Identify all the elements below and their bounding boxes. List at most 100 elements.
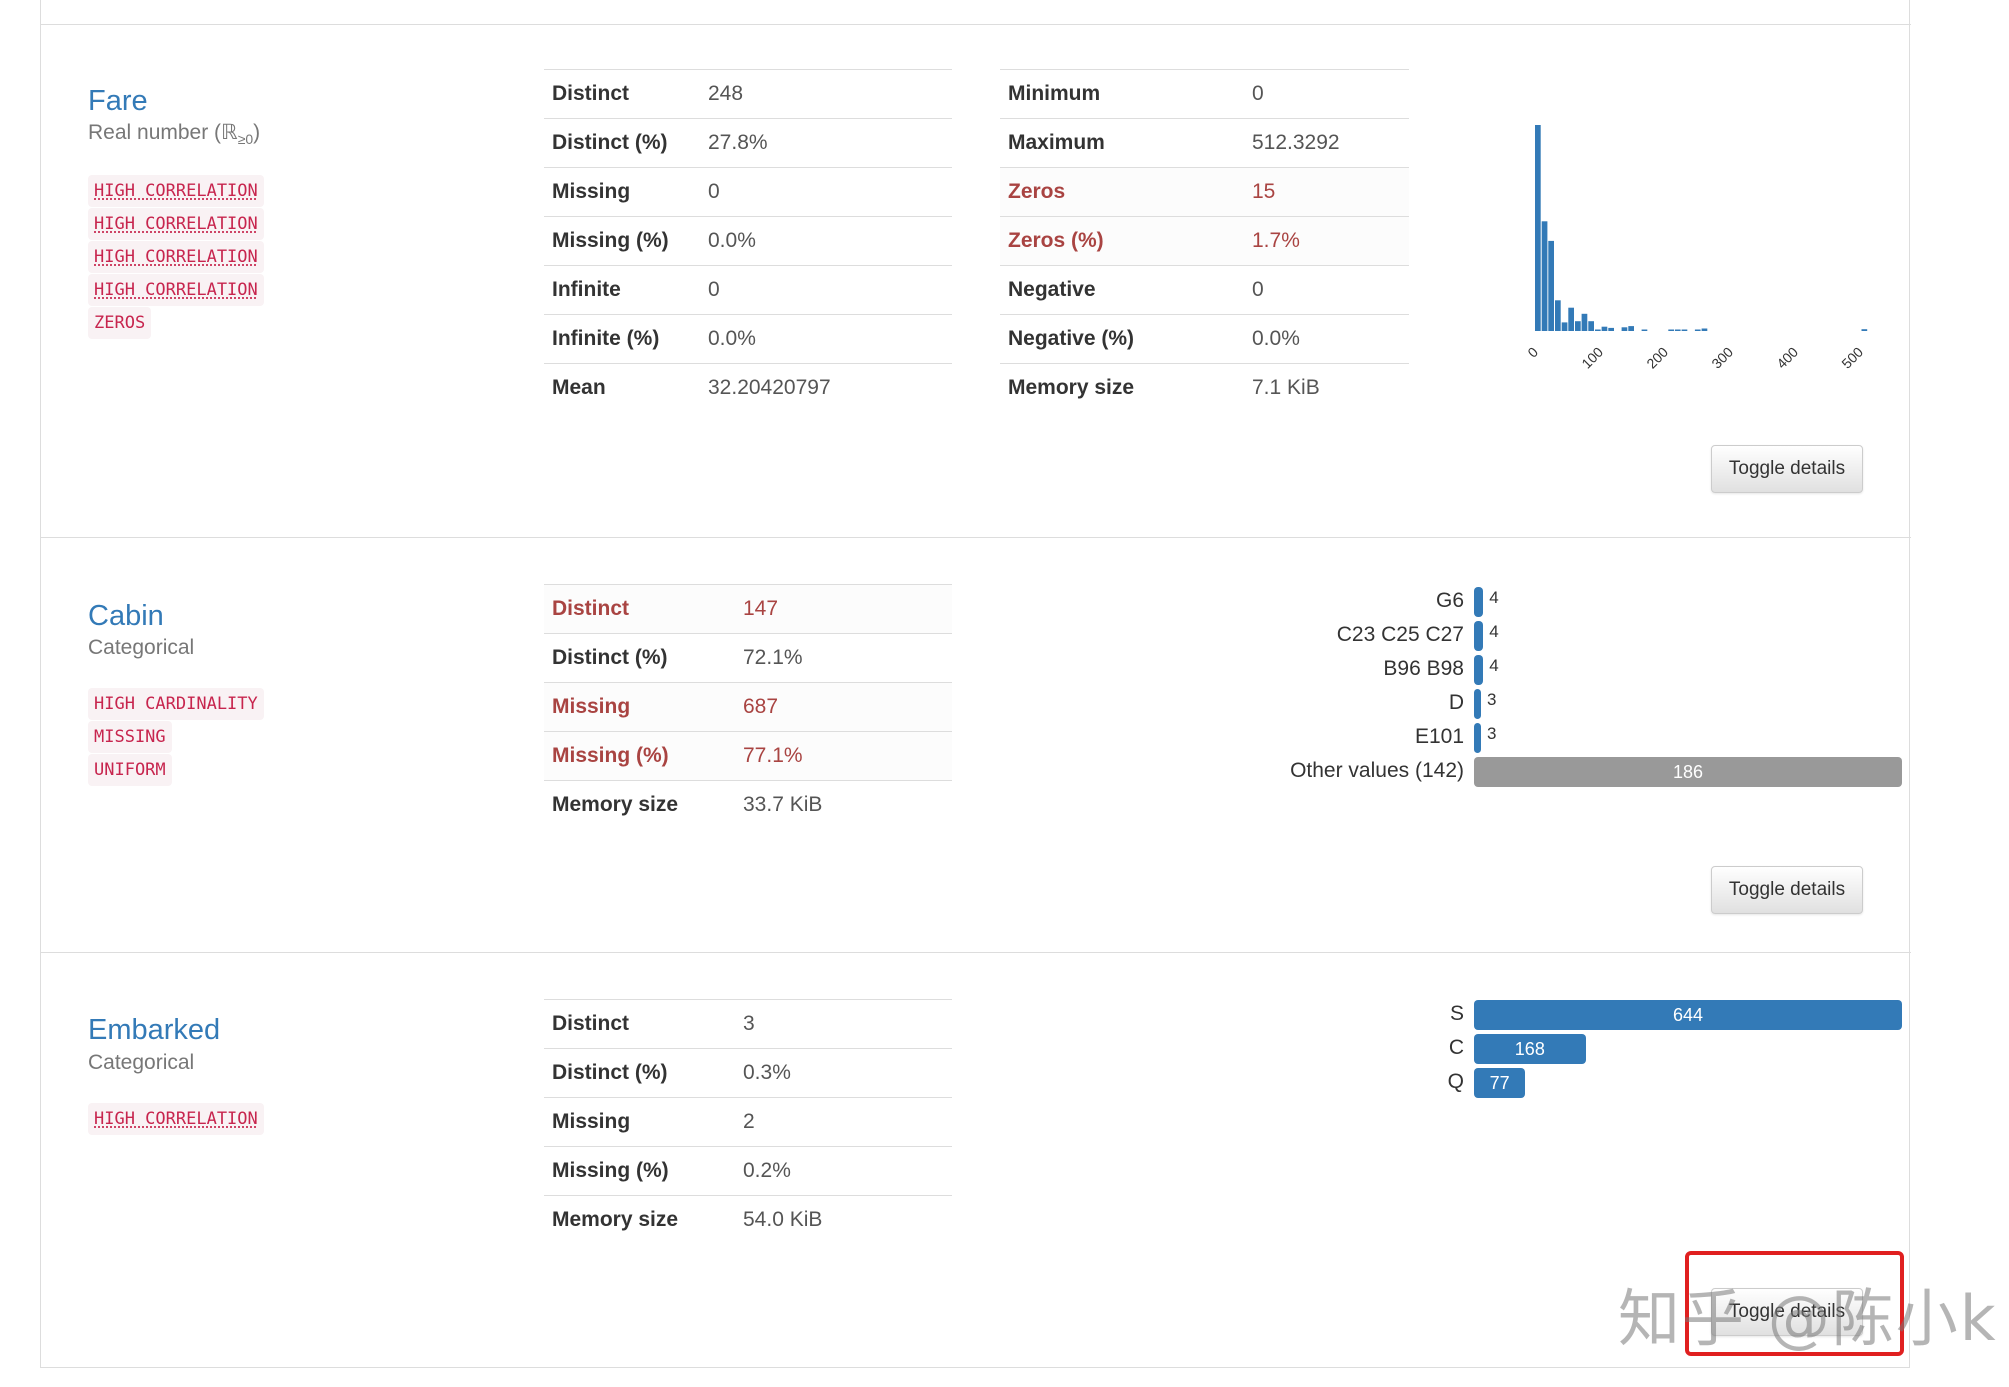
frequency-count: 4 xyxy=(1489,656,1499,675)
stat-row: Missing 2 xyxy=(544,1097,952,1147)
stat-row: Negative (%) 0.0% xyxy=(1000,314,1409,364)
stat-key: Distinct (%) xyxy=(544,633,735,683)
histogram-bar xyxy=(1668,329,1674,331)
variable-title[interactable]: Cabin xyxy=(88,600,164,632)
x-tick-label: 200 xyxy=(1643,344,1671,372)
stat-key: Minimum xyxy=(1000,69,1244,119)
stat-key: Zeros (%) xyxy=(1000,216,1244,266)
stat-value: 0.0% xyxy=(700,216,952,266)
alert-tag: HIGH CARDINALITY xyxy=(88,688,264,720)
stat-row: Missing (%) 0.0% xyxy=(544,216,952,266)
histogram: 0 100 200 300 400 500 xyxy=(1524,125,1868,372)
alert-tag: UNIFORM xyxy=(88,754,172,786)
toggle-details-button[interactable]: Toggle details xyxy=(1711,445,1863,493)
x-tick-label: 100 xyxy=(1578,344,1606,372)
stat-value: 147 xyxy=(735,584,952,634)
frequency-bar xyxy=(1474,621,1484,651)
stat-row: Minimum 0 xyxy=(1000,69,1409,119)
stat-key: Negative (%) xyxy=(1000,314,1244,364)
variable-title[interactable]: Fare xyxy=(88,85,148,117)
stat-key: Distinct xyxy=(544,999,735,1049)
frequency-bar xyxy=(1474,723,1481,753)
stat-key: Infinite (%) xyxy=(544,314,700,364)
stat-key: Negative xyxy=(1000,265,1244,315)
variable-type: Real number (ℝ≥0) xyxy=(88,120,260,147)
stat-row: Mean 32.20420797 xyxy=(544,363,952,412)
stat-row: Missing 687 xyxy=(544,682,952,732)
frequency-bar xyxy=(1474,587,1484,617)
alert-tag[interactable]: HIGH CORRELATION xyxy=(88,274,264,306)
stat-key: Missing xyxy=(544,682,735,732)
frequency-bar: 77 xyxy=(1474,1068,1526,1098)
toggle-details-button[interactable]: Toggle details xyxy=(1711,866,1863,914)
stat-key: Missing xyxy=(544,167,700,217)
stat-value: 7.1 KiB xyxy=(1244,363,1409,412)
alert-tag[interactable]: HIGH CORRELATION xyxy=(88,208,264,240)
histogram-bar xyxy=(1555,300,1561,331)
stat-value: 687 xyxy=(735,682,952,732)
toggle-details-button[interactable]: Toggle details xyxy=(1711,1288,1863,1336)
stats-table-right: Minimum 0 Maximum 512.3292 Zeros 15 Zeros (%) 1… xyxy=(1000,69,1409,412)
frequency-count: 186 xyxy=(1672,761,1704,782)
frequency-count: 644 xyxy=(1672,1004,1704,1025)
frequency-label: Q xyxy=(1447,1070,1464,1093)
variable-title[interactable]: Embarked xyxy=(88,1014,221,1046)
alert-tag[interactable]: HIGH CORRELATION xyxy=(88,241,264,273)
histogram-bar xyxy=(1581,313,1588,331)
histogram-bar xyxy=(1575,321,1581,331)
histogram-bar xyxy=(1861,329,1868,331)
stat-key: Missing (%) xyxy=(544,216,700,266)
stat-value: 248 xyxy=(700,69,952,119)
histogram-bar xyxy=(1568,307,1574,331)
stat-row: Distinct 147 xyxy=(544,584,952,634)
variables-panel xyxy=(40,0,1910,1368)
alert-tags: HIGH CARDINALITY MISSING UNIFORM xyxy=(88,688,264,787)
stat-key: Missing (%) xyxy=(544,1146,735,1196)
stat-row: Distinct 3 xyxy=(544,999,952,1049)
stat-value: 77.1% xyxy=(735,731,952,781)
stat-value: 1.7% xyxy=(1244,216,1409,266)
frequency-row: E101 3 xyxy=(1049,721,1949,755)
stat-key: Memory size xyxy=(1000,363,1244,412)
variable-type: Categorical xyxy=(88,1051,195,1074)
stat-value: 0 xyxy=(1244,265,1409,315)
stat-row: Maximum 512.3292 xyxy=(1000,118,1409,168)
stat-row: Distinct (%) 27.8% xyxy=(544,118,952,168)
alert-tags: HIGH CORRELATION HIGH CORRELATION HIGH COR… xyxy=(88,175,264,340)
stat-key: Memory size xyxy=(544,780,735,829)
stat-row: Infinite 0 xyxy=(544,265,952,315)
stat-value: 27.8% xyxy=(700,118,952,168)
frequency-count: 3 xyxy=(1487,690,1497,709)
stat-value: 0.3% xyxy=(735,1048,952,1098)
histogram-bar xyxy=(1621,327,1628,331)
frequency-label: G6 xyxy=(1435,589,1464,612)
stats-table: Distinct 3 Distinct (%) 0.3% Missing 2 Missing… xyxy=(544,999,952,1244)
alert-tag[interactable]: HIGH CORRELATION xyxy=(88,175,264,207)
stat-value: 32.20420797 xyxy=(700,363,952,412)
frequency-row: Other values (142) 186 xyxy=(1049,755,1949,789)
histogram-bar xyxy=(1608,327,1614,331)
histogram-bar xyxy=(1641,329,1648,331)
variable-section-embarked: Embarked Categorical HIGH CORRELATION Di… xyxy=(40,952,1911,1368)
frequency-row: C23 C25 C27 4 xyxy=(1049,619,1949,653)
stat-row: Infinite (%) 0.0% xyxy=(544,314,952,364)
stat-key: Maximum xyxy=(1000,118,1244,168)
alert-tag: ZEROS xyxy=(88,307,152,339)
stat-row: Negative 0 xyxy=(1000,265,1409,315)
stat-value: 0 xyxy=(700,265,952,315)
x-tick-label: 0 xyxy=(1524,344,1541,361)
frequency-row: C 168 xyxy=(1049,1032,1949,1066)
stat-value: 0.0% xyxy=(1244,314,1409,364)
histogram-bar xyxy=(1681,329,1688,331)
stat-key: Infinite xyxy=(544,265,700,315)
stat-row: Memory size 54.0 KiB xyxy=(544,1195,952,1244)
x-tick-label: 400 xyxy=(1773,344,1801,372)
frequency-row: S 644 xyxy=(1049,998,1949,1032)
stat-row: Distinct 248 xyxy=(544,69,952,119)
x-tick-label: 300 xyxy=(1708,344,1736,372)
stat-row: Memory size 7.1 KiB xyxy=(1000,363,1409,412)
stat-value: 0 xyxy=(700,167,952,217)
frequency-label: Other values (142) xyxy=(1290,759,1464,782)
stat-value: 0.0% xyxy=(700,314,952,364)
alert-tag[interactable]: HIGH CORRELATION xyxy=(88,1103,264,1135)
